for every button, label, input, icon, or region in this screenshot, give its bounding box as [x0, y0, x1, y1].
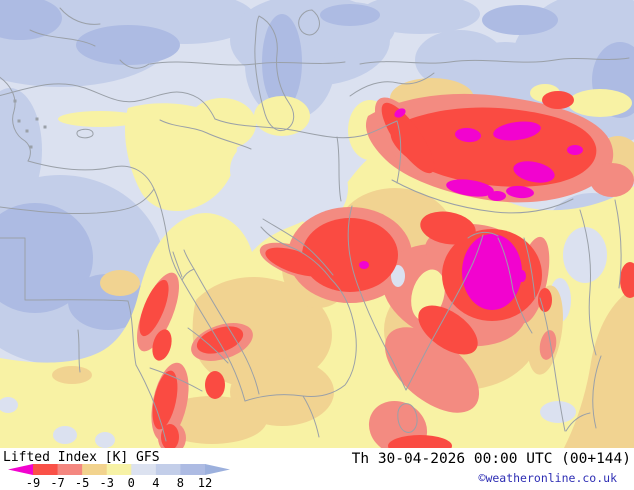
legend-segment	[106, 464, 132, 475]
legend-tick-label: 0	[128, 476, 135, 490]
legend-segment	[57, 464, 83, 475]
legend-colorbar: -9 -7 -5 -3 0 4 8 12	[8, 464, 230, 490]
legend-tick-label: -7	[50, 476, 64, 490]
legend-tick-label: -5	[75, 476, 89, 490]
li-region-fills	[0, 0, 634, 448]
legend-tick-label: -3	[99, 476, 113, 490]
legend-right-arrow	[204, 464, 230, 475]
forecast-timestamp: Th 30-04-2026 00:00 UTC (00+144)	[351, 451, 631, 467]
legend-segment	[131, 464, 157, 475]
legend-segment	[155, 464, 181, 475]
lifted-index-map	[0, 0, 634, 448]
copyright-watermark: ©weatheronline.co.uk	[478, 471, 617, 485]
legend-tick-label: 4	[152, 476, 159, 490]
legend-title: Lifted Index [K] GFS	[3, 450, 160, 465]
legend-tick-label: 8	[177, 476, 184, 490]
legend-tick-label: 12	[198, 476, 212, 490]
legend-tick-label: -9	[26, 476, 40, 490]
country-borders-coastlines	[0, 7, 630, 442]
legend-left-arrow	[8, 464, 33, 475]
legend-segment	[180, 464, 206, 475]
legend-segment	[33, 464, 59, 475]
legend-segment	[82, 464, 108, 475]
